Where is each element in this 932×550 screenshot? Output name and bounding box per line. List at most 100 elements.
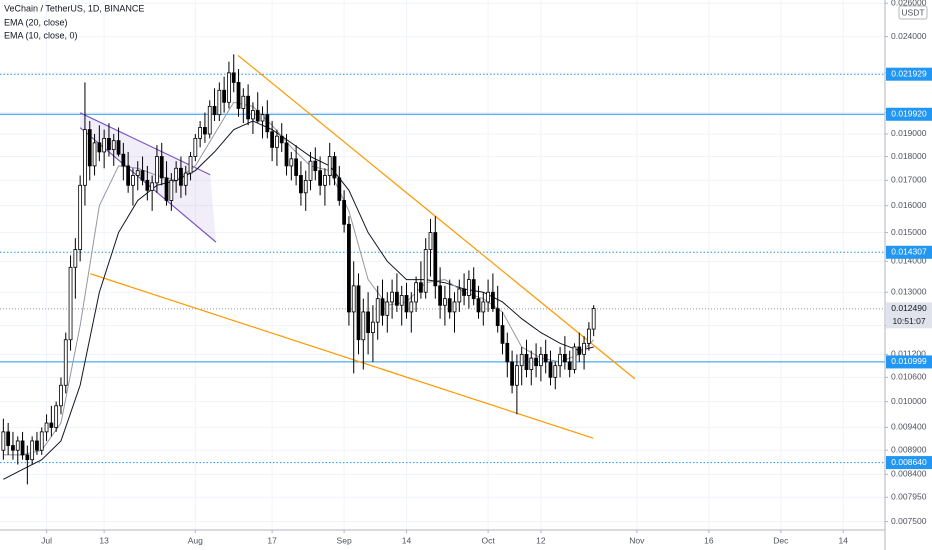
candle-body bbox=[308, 160, 313, 181]
legend-ema20: EMA (20, close) bbox=[4, 17, 68, 27]
candle-body bbox=[155, 156, 159, 184]
candle-body bbox=[347, 223, 351, 313]
x-tick-label: 17 bbox=[267, 535, 277, 545]
candle-body bbox=[63, 339, 68, 386]
candle-body bbox=[356, 285, 361, 341]
candle-body bbox=[414, 282, 418, 303]
x-tick-label: Sep bbox=[337, 535, 352, 545]
candle-body bbox=[371, 321, 375, 334]
candle-body bbox=[337, 177, 342, 201]
level-label-box bbox=[886, 355, 932, 369]
candle-body bbox=[111, 140, 116, 151]
candle-body bbox=[524, 353, 529, 370]
x-tick-label: 12 bbox=[536, 535, 546, 545]
candle-body bbox=[97, 142, 102, 153]
currency-label: USDT bbox=[901, 7, 924, 17]
y-tick-label: 0.008900 bbox=[891, 444, 927, 454]
candle-body bbox=[313, 160, 318, 172]
candle-body bbox=[443, 298, 447, 306]
level-label: 0.014307 bbox=[891, 247, 927, 257]
candle-body bbox=[476, 298, 481, 313]
candle-body bbox=[433, 232, 438, 287]
candle-body bbox=[222, 89, 227, 103]
candle-body bbox=[25, 454, 30, 461]
candle-body bbox=[404, 295, 409, 313]
candle-body bbox=[246, 95, 251, 120]
candle-body bbox=[131, 175, 135, 186]
candle-body bbox=[193, 137, 198, 157]
candle-body bbox=[135, 170, 140, 176]
candle-body bbox=[481, 301, 486, 313]
x-tick-label: 13 bbox=[99, 535, 109, 545]
candle-body bbox=[519, 353, 524, 367]
x-tick-label: Jul bbox=[41, 535, 52, 545]
candle-body bbox=[121, 153, 126, 167]
last-price-box bbox=[886, 302, 932, 316]
candle-body bbox=[409, 301, 414, 313]
candle-body bbox=[265, 114, 270, 133]
level-label-box bbox=[886, 245, 932, 259]
candle-body bbox=[361, 311, 366, 341]
candle-body bbox=[380, 298, 385, 316]
last-price-label: 0.012490 bbox=[891, 303, 927, 313]
candle-body bbox=[366, 311, 370, 334]
countdown-box bbox=[886, 315, 932, 329]
candle-body bbox=[169, 179, 174, 201]
candle-body bbox=[44, 422, 49, 433]
candle-body bbox=[395, 291, 399, 306]
candle-body bbox=[567, 361, 572, 370]
candle-body bbox=[462, 288, 466, 296]
candle-body bbox=[457, 288, 462, 303]
y-tick-label: 0.011200 bbox=[891, 349, 926, 359]
candle-body bbox=[164, 177, 169, 201]
candle-body bbox=[183, 172, 188, 186]
candle-body bbox=[553, 365, 558, 378]
candle-body bbox=[323, 175, 327, 186]
trendline bbox=[237, 54, 636, 380]
candle-body bbox=[303, 179, 308, 194]
candle-body bbox=[255, 110, 260, 122]
x-tick-label: Dec bbox=[773, 535, 789, 545]
candle-body bbox=[385, 301, 390, 316]
y-tick-label: 0.024000 bbox=[891, 31, 927, 41]
candle-body bbox=[150, 182, 155, 191]
candle-body bbox=[471, 279, 476, 300]
candle-body bbox=[548, 361, 553, 378]
candles bbox=[1, 54, 596, 485]
candle-body bbox=[188, 156, 193, 174]
candle-body bbox=[428, 232, 433, 250]
candle-body bbox=[20, 440, 25, 456]
candle-body bbox=[78, 184, 83, 250]
candle-body bbox=[500, 325, 505, 344]
candle-body bbox=[145, 179, 150, 191]
trendline bbox=[79, 112, 211, 176]
candle-body bbox=[438, 285, 442, 306]
candle-body bbox=[572, 346, 577, 370]
y-tick-label: 0.016000 bbox=[891, 200, 927, 210]
candle-body bbox=[279, 135, 284, 144]
candle-body bbox=[351, 285, 356, 313]
candle-body bbox=[538, 353, 543, 367]
candle-body bbox=[174, 167, 179, 181]
candle-body bbox=[260, 114, 265, 122]
candle-body bbox=[510, 361, 514, 386]
x-tick-label: Nov bbox=[629, 535, 645, 545]
candle-body bbox=[6, 431, 11, 446]
y-tick-label: 0.019000 bbox=[891, 128, 927, 138]
candle-body bbox=[505, 342, 510, 363]
candle-body bbox=[419, 282, 423, 293]
candle-body bbox=[207, 105, 212, 135]
candle-body bbox=[318, 170, 323, 186]
candle-body bbox=[299, 175, 303, 194]
candle-body bbox=[491, 291, 495, 309]
candle-body bbox=[87, 129, 92, 167]
candle-body bbox=[486, 291, 490, 303]
x-tick-label: 14 bbox=[402, 535, 412, 545]
level-label-box bbox=[886, 67, 932, 81]
y-tick-label: 0.014000 bbox=[891, 256, 927, 266]
y-tick-label: 0.017000 bbox=[891, 175, 927, 185]
x-tick-label: 14 bbox=[839, 535, 849, 545]
candle-body bbox=[102, 137, 107, 153]
candle-body bbox=[495, 308, 500, 326]
